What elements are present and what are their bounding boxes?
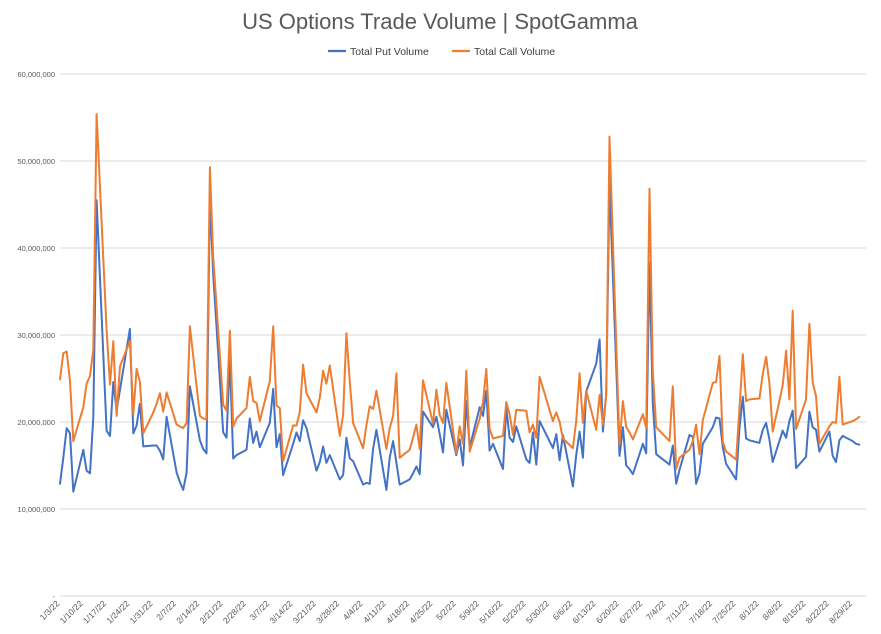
x-tick-label: 5/16/22 — [477, 598, 504, 625]
x-tick-label: 6/13/22 — [571, 598, 598, 625]
x-tick-label: 3/28/22 — [314, 598, 341, 625]
y-tick-label: 30,000,000 — [17, 331, 55, 340]
x-tick-label: 2/21/22 — [197, 598, 224, 625]
legend-put-label: Total Put Volume — [350, 46, 429, 58]
x-tick-label: 6/20/22 — [594, 598, 621, 625]
legend-call-label: Total Call Volume — [474, 46, 555, 58]
x-tick-label: 8/29/22 — [827, 598, 854, 625]
y-axis-ticks: - 10,000,000 20,000,000 30,000,000 40,000,00… — [17, 70, 55, 601]
x-tick-label: 2/14/22 — [174, 598, 201, 625]
x-tick-label: 7/25/22 — [710, 598, 737, 625]
x-tick-label: 4/25/22 — [407, 598, 434, 625]
x-tick-label: 2/28/22 — [221, 598, 248, 625]
y-tick-label: 40,000,000 — [17, 244, 55, 253]
x-tick-label: 4/11/22 — [361, 598, 388, 625]
x-tick-label: 1/31/22 — [128, 598, 155, 625]
x-tick-label: 6/27/22 — [617, 598, 644, 625]
series-lines — [59, 113, 861, 493]
x-tick-label: 1/24/22 — [104, 598, 131, 625]
x-tick-label: 5/23/22 — [501, 598, 528, 625]
chart-title: US Options Trade Volume | SpotGamma — [242, 9, 639, 34]
y-tick-label: 60,000,000 — [17, 70, 55, 79]
x-tick-label: 4/18/22 — [384, 598, 411, 625]
y-tick-label: 50,000,000 — [17, 157, 55, 166]
x-tick-label: 8/22/22 — [804, 598, 831, 625]
y-tick-label: 20,000,000 — [17, 418, 55, 427]
x-tick-label: 1/17/22 — [81, 598, 108, 625]
x-tick-label: 7/18/22 — [687, 598, 714, 625]
x-tick-label: 1/10/22 — [58, 598, 85, 625]
y-tick-label: - — [53, 592, 56, 601]
x-tick-label: 7/11/22 — [664, 598, 691, 625]
call-volume-line — [59, 113, 861, 470]
x-tick-label: 8/1/22 — [737, 598, 761, 622]
x-axis-ticks: 1/3/221/10/221/17/221/24/221/31/22 2/7/22… — [38, 598, 855, 625]
y-tick-label: 10,000,000 — [17, 505, 55, 514]
put-volume-line — [59, 182, 861, 493]
x-tick-label: 8/15/22 — [780, 598, 807, 625]
x-tick-label: 5/2/22 — [434, 598, 458, 622]
gridlines — [60, 73, 866, 510]
x-tick-label: 3/21/22 — [291, 598, 318, 625]
x-tick-label: 5/30/22 — [524, 598, 551, 625]
legend: Total Put Volume Total Call Volume — [328, 46, 555, 58]
x-tick-label: 3/14/22 — [267, 598, 294, 625]
